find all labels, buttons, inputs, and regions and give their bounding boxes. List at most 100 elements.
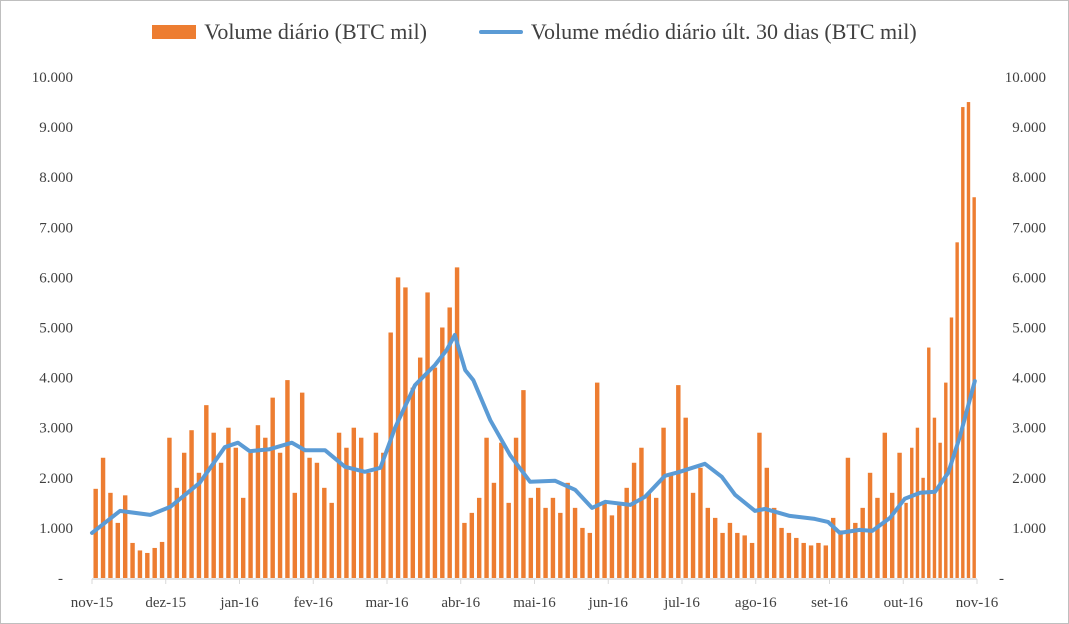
volume-bar bbox=[122, 495, 128, 578]
y-tick-label-right: 5.000 bbox=[1012, 321, 1046, 337]
volume-bar bbox=[823, 545, 829, 578]
x-tick-label: out-16 bbox=[884, 595, 924, 611]
legend-item-daily-volume: Volume diário (BTC mil) bbox=[152, 19, 427, 45]
volume-bar bbox=[240, 497, 246, 578]
volume-bar bbox=[513, 437, 519, 578]
volume-bar bbox=[720, 532, 725, 578]
volume-bar bbox=[130, 542, 135, 578]
y-tick-label-left: 3.000 bbox=[39, 421, 73, 437]
volume-bar bbox=[417, 357, 423, 578]
volume-bar bbox=[196, 472, 202, 578]
volume-bar bbox=[189, 430, 194, 578]
volume-bar bbox=[794, 537, 799, 578]
y-tick-label-left: 8.000 bbox=[39, 170, 73, 186]
volume-bar bbox=[572, 507, 578, 578]
volume-bar bbox=[233, 447, 239, 578]
y-tick-label-right: 4.000 bbox=[1012, 371, 1046, 387]
volume-bar bbox=[749, 542, 755, 578]
y-tick-label-left: 4.000 bbox=[39, 371, 73, 387]
volume-bar bbox=[565, 482, 570, 578]
volume-bar bbox=[653, 497, 659, 578]
volume-bar bbox=[211, 432, 216, 578]
volume-bar bbox=[395, 277, 401, 578]
volume-bar bbox=[403, 287, 408, 578]
volume-bar bbox=[476, 497, 482, 578]
volume-bar bbox=[226, 427, 231, 578]
volume-bar bbox=[145, 552, 150, 578]
volume-bar bbox=[440, 327, 445, 578]
volume-bar bbox=[108, 492, 113, 578]
volume-bar bbox=[808, 545, 814, 578]
x-tick-label: ago-16 bbox=[735, 595, 777, 611]
legend-label-daily-volume: Volume diário (BTC mil) bbox=[204, 19, 427, 44]
legend: Volume diário (BTC mil) Volume médio diá… bbox=[1, 19, 1068, 45]
y-tick-label-right: 10.000 bbox=[1005, 70, 1046, 86]
volume-bar bbox=[351, 427, 357, 578]
x-tick-label: jul-16 bbox=[663, 595, 700, 611]
volume-bar bbox=[705, 507, 711, 578]
y-tick-label-left: 6.000 bbox=[39, 270, 73, 286]
volume-bar bbox=[535, 487, 541, 578]
x-tick-label: jun-16 bbox=[588, 595, 629, 611]
volume-bar bbox=[462, 522, 467, 578]
volume-bar bbox=[742, 535, 747, 578]
volume-bar bbox=[263, 437, 268, 578]
volume-bar bbox=[100, 457, 106, 578]
legend-item-average-volume: Volume médio diário últ. 30 dias (BTC mi… bbox=[478, 19, 917, 45]
legend-bar-swatch bbox=[152, 25, 197, 39]
volume-bar bbox=[786, 532, 792, 578]
x-tick-label: dez-15 bbox=[145, 595, 186, 611]
volume-bar bbox=[587, 532, 593, 578]
y-tick-label-right: 2.000 bbox=[1012, 471, 1046, 487]
volume-bar bbox=[771, 507, 777, 578]
volume-bar bbox=[801, 542, 806, 578]
volume-bar bbox=[698, 467, 703, 578]
volume-bar bbox=[955, 242, 959, 578]
volume-bar bbox=[506, 502, 511, 578]
volume-bar bbox=[469, 512, 475, 578]
y-tick-label-right: 9.000 bbox=[1012, 120, 1046, 136]
x-tick-label: nov-15 bbox=[71, 595, 114, 611]
volume-bar bbox=[152, 547, 157, 578]
volume-bar bbox=[915, 427, 920, 578]
volume-bar bbox=[410, 387, 416, 578]
volume-bar bbox=[624, 487, 629, 578]
volume-bar bbox=[602, 502, 607, 578]
volume-bar bbox=[938, 442, 942, 578]
y-tick-label-right: 6.000 bbox=[1012, 270, 1046, 286]
volume-bar bbox=[322, 487, 327, 578]
volume-bar bbox=[174, 487, 180, 578]
volume-bar bbox=[966, 102, 971, 579]
y-tick-label-left: 1.000 bbox=[39, 521, 73, 537]
volume-bar bbox=[779, 527, 784, 578]
y-tick-label-left: - bbox=[58, 571, 63, 587]
volume-bar bbox=[594, 382, 600, 578]
volume-bar bbox=[447, 307, 452, 578]
volume-bar bbox=[521, 390, 526, 578]
volume-bar bbox=[927, 347, 931, 578]
volume-bar bbox=[639, 447, 644, 578]
volume-bar bbox=[932, 417, 937, 578]
x-tick-label: jan-16 bbox=[219, 595, 259, 611]
y-tick-label-left: 9.000 bbox=[39, 120, 73, 136]
volume-bar bbox=[454, 267, 460, 578]
volume-bar bbox=[609, 515, 615, 578]
volume-bar bbox=[491, 482, 497, 578]
volume-bar bbox=[661, 427, 666, 578]
volume-bar bbox=[115, 522, 121, 578]
y-tick-label-right: 7.000 bbox=[1012, 220, 1046, 236]
volume-bar bbox=[499, 442, 504, 578]
volume-bar bbox=[248, 452, 253, 578]
volume-bar bbox=[904, 502, 908, 578]
volume-bar bbox=[631, 462, 637, 578]
volume-bar bbox=[528, 497, 534, 578]
volume-bar bbox=[381, 452, 386, 578]
volume-bar bbox=[617, 505, 622, 578]
volume-bar bbox=[690, 492, 696, 578]
volume-bar bbox=[93, 488, 98, 578]
volume-bar bbox=[921, 477, 925, 578]
volume-bar bbox=[816, 542, 821, 578]
volume-bar bbox=[853, 522, 858, 578]
